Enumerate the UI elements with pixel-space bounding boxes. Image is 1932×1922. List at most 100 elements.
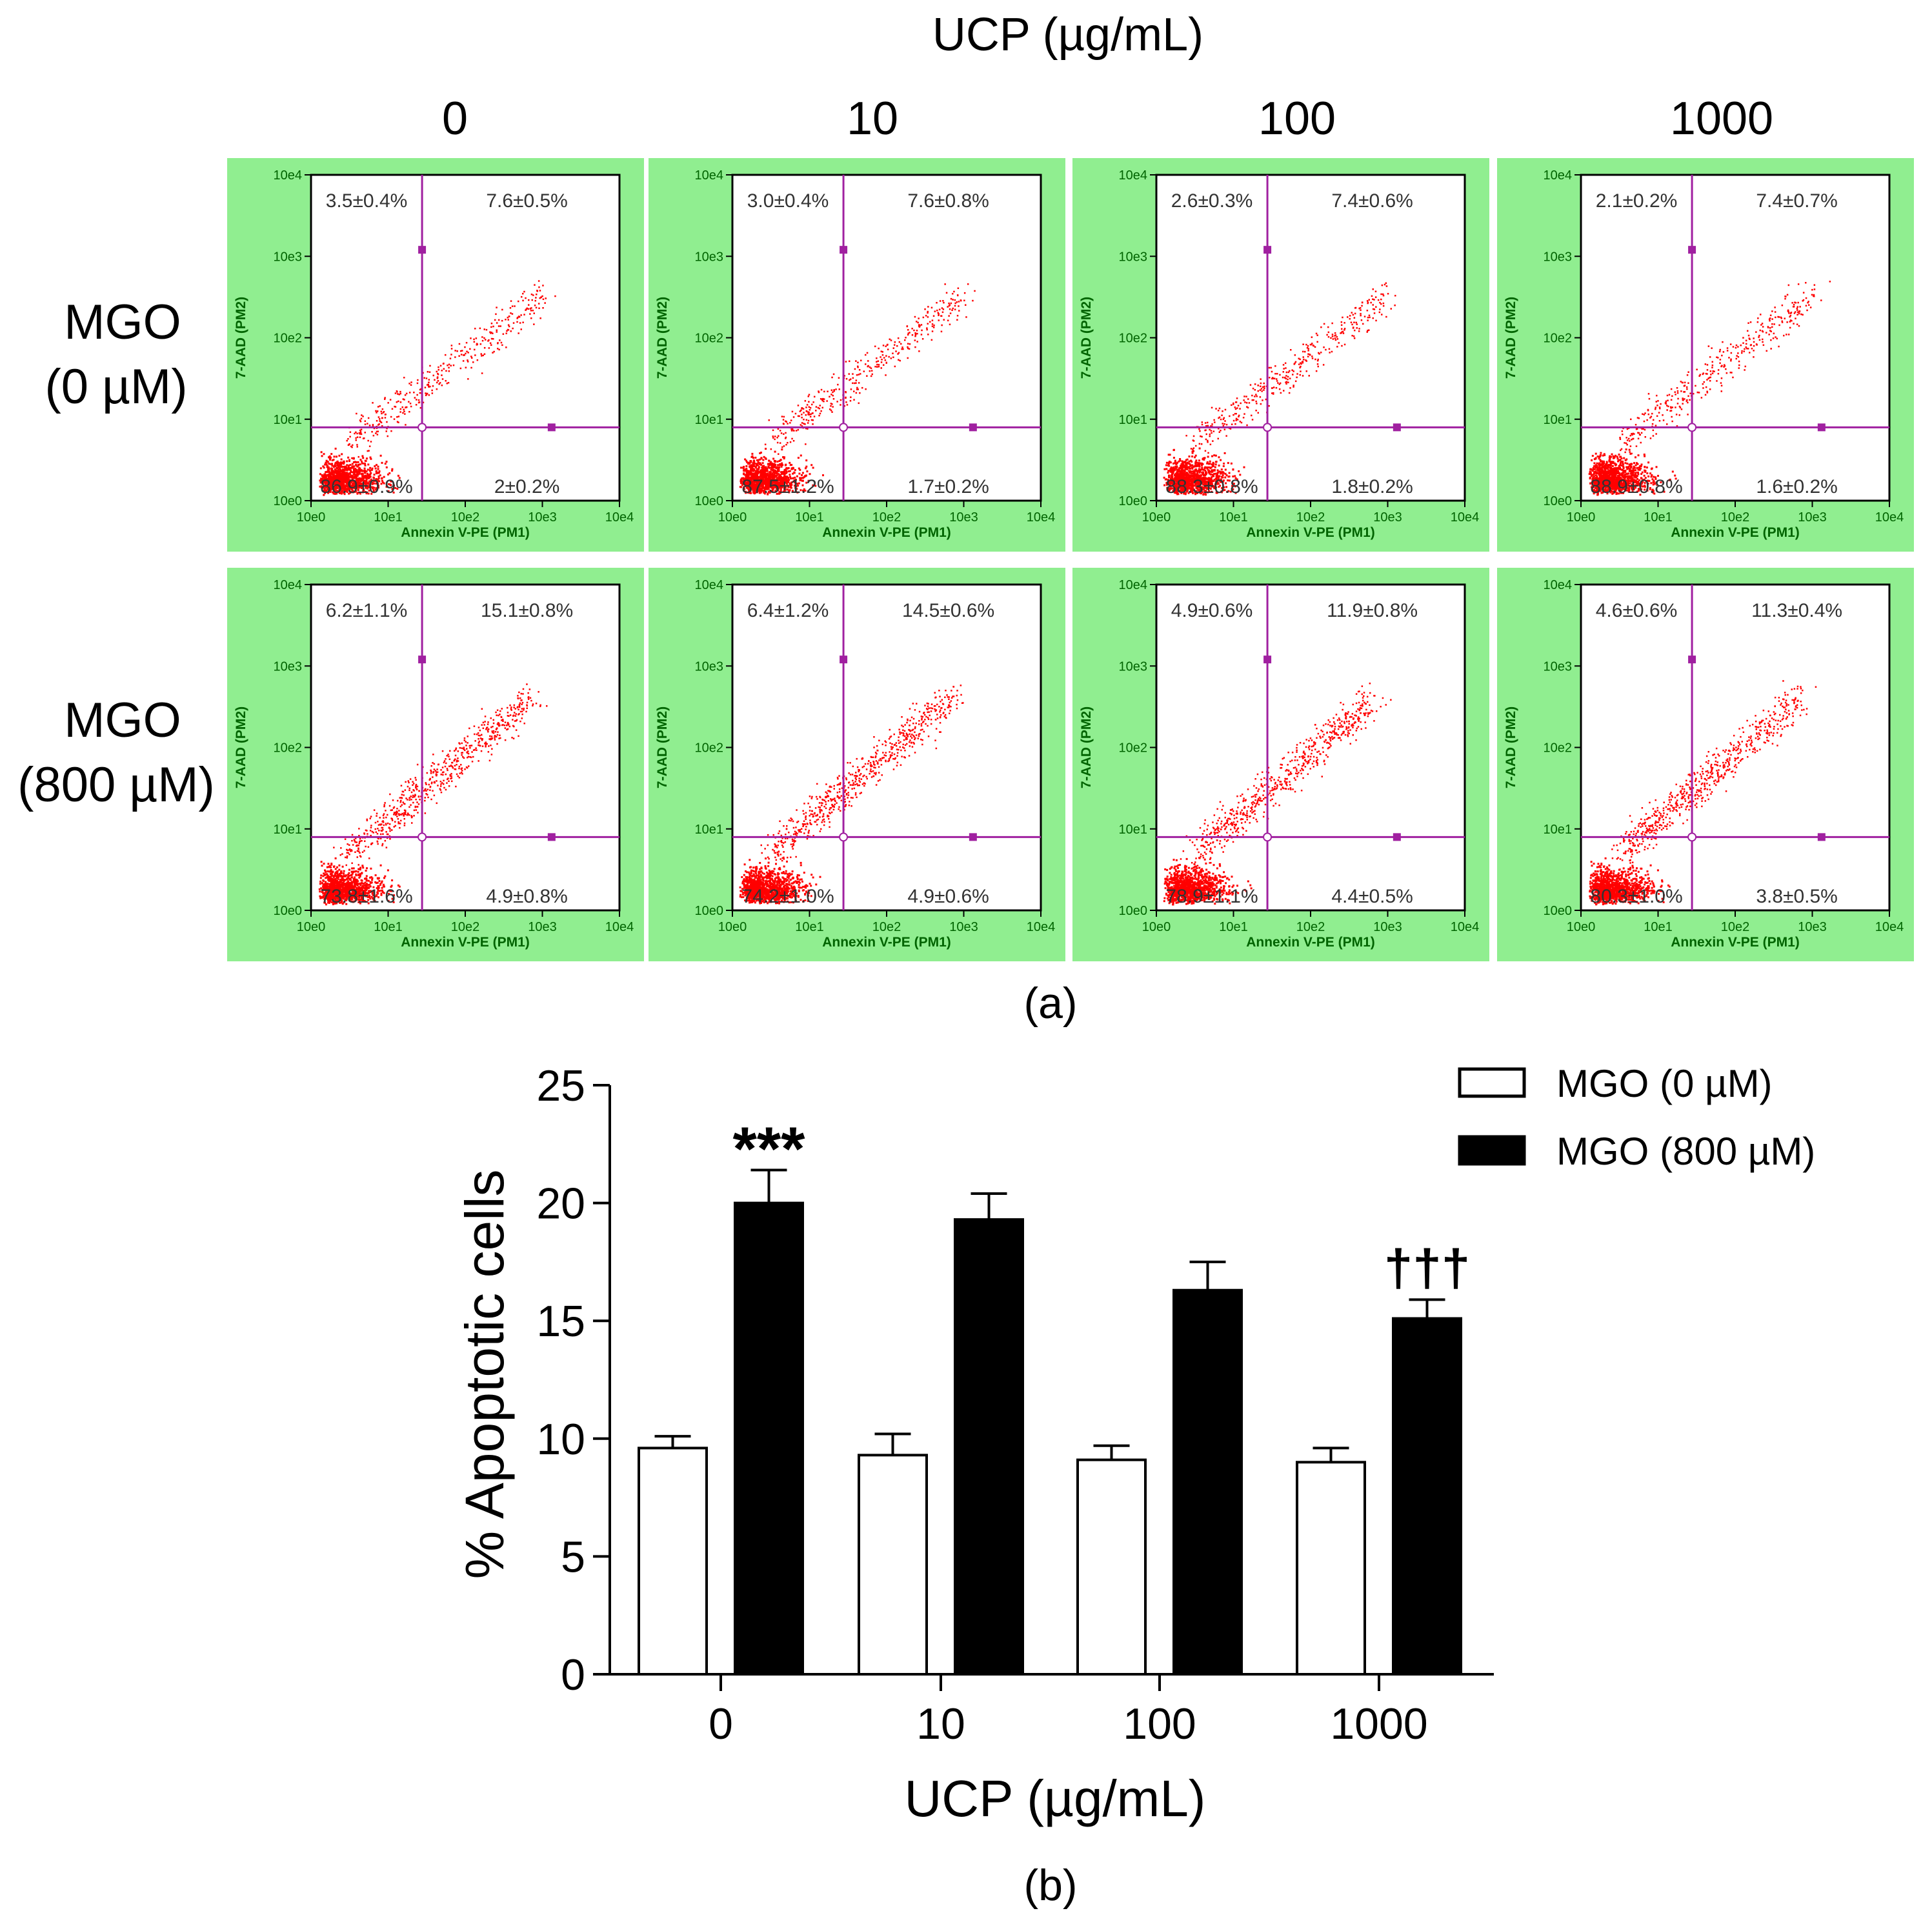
- flow-dot: [858, 374, 860, 375]
- flow-dot: [927, 316, 929, 318]
- flow-dot: [416, 394, 418, 396]
- flow-dot: [743, 473, 745, 475]
- flow-dot: [898, 359, 900, 361]
- flow-dot: [918, 324, 920, 326]
- flow-dot: [845, 401, 847, 403]
- flow-dot: [399, 408, 402, 410]
- flow-dot: [1382, 305, 1385, 307]
- y-tick-label: 10e1: [274, 413, 303, 427]
- flow-dot: [1317, 358, 1319, 361]
- flow-dot: [763, 466, 766, 469]
- flow-dot: [481, 372, 483, 374]
- y-tick-label: 10e1: [695, 413, 724, 427]
- flow-dot: [1314, 346, 1316, 348]
- flow-dot: [855, 392, 858, 394]
- flow-dot: [798, 415, 800, 417]
- flow-dot: [364, 491, 367, 493]
- flow-dot: [795, 430, 798, 432]
- flow-dot: [348, 443, 350, 446]
- flow-dot: [460, 354, 463, 355]
- flow-dot: [1372, 304, 1374, 306]
- flow-dot: [1203, 457, 1206, 459]
- flow-dot: [1207, 439, 1209, 442]
- flow-dot: [1217, 437, 1219, 440]
- flow-dot: [361, 455, 364, 457]
- flow-dot: [331, 475, 334, 478]
- flow-dot: [1262, 399, 1263, 401]
- flow-dot: [348, 473, 350, 475]
- flow-dot: [342, 481, 345, 484]
- flow-dot: [773, 459, 776, 462]
- flow-dot: [489, 342, 492, 345]
- flow-dot: [336, 490, 338, 492]
- flow-dot: [1302, 356, 1304, 358]
- flow-dot: [809, 406, 812, 409]
- flow-dot: [808, 401, 810, 403]
- x-tick-label: 10e4: [1451, 510, 1480, 525]
- flow-dot: [512, 327, 514, 330]
- flow-dot: [1285, 383, 1287, 385]
- flow-dot: [781, 462, 783, 465]
- flow-dot: [1218, 465, 1220, 467]
- flow-dot: [1332, 338, 1334, 340]
- flow-dot: [428, 371, 431, 373]
- flow-dot: [884, 359, 887, 361]
- flow-dot: [774, 438, 776, 441]
- flow-dot: [1171, 472, 1174, 475]
- flow-dot: [1282, 371, 1284, 373]
- x-tick-label: 10e2: [1296, 510, 1325, 525]
- flow-dot: [514, 305, 516, 307]
- flow-dot: [831, 376, 833, 379]
- flow-dot: [830, 409, 832, 412]
- flow-dot: [1251, 419, 1254, 421]
- flow-dot: [376, 420, 378, 422]
- flow-dot: [832, 394, 834, 397]
- flow-dot: [1360, 309, 1362, 311]
- flow-dot: [450, 354, 452, 355]
- flow-dot: [931, 339, 933, 341]
- flow-dot: [785, 432, 787, 434]
- flow-dot: [807, 419, 810, 422]
- flow-dot: [1299, 374, 1301, 376]
- flow-dot: [330, 479, 332, 482]
- flow-dot: [1224, 420, 1226, 422]
- y-tick-label: 10e3: [274, 250, 303, 264]
- flow-dot: [348, 479, 351, 482]
- flow-dot: [821, 406, 823, 409]
- flow-dot: [892, 352, 894, 354]
- flow-dot: [870, 370, 873, 372]
- flow-dot: [350, 469, 352, 472]
- x-tick-label: 10e2: [872, 510, 901, 525]
- flow-dot: [781, 415, 783, 417]
- flow-dot: [1306, 346, 1309, 349]
- flow-dot: [542, 285, 544, 286]
- flow-dot: [384, 463, 387, 465]
- y-tick-label: 10e1: [1544, 413, 1573, 427]
- flow-dot: [376, 481, 379, 484]
- column-header-100: 100: [1258, 93, 1336, 145]
- flow-dot: [1268, 366, 1271, 369]
- flow-dot: [1177, 474, 1180, 476]
- flow-dot: [332, 492, 335, 495]
- flow-dot: [1256, 395, 1258, 397]
- flow-dot: [471, 357, 473, 359]
- flow-dot: [347, 466, 350, 468]
- flow-dot: [885, 345, 887, 347]
- flow-dot: [359, 459, 362, 461]
- flow-dot: [367, 468, 369, 471]
- flow-dot: [1302, 362, 1304, 364]
- flow-dot: [761, 462, 764, 465]
- flow-dot: [366, 457, 368, 460]
- flow-dot: [320, 485, 323, 488]
- flow-dot: [397, 393, 399, 395]
- flow-dot: [1367, 316, 1369, 319]
- flow-dot: [791, 410, 794, 413]
- flow-dot: [1311, 336, 1313, 338]
- flow-dot: [445, 380, 447, 382]
- y-tick-label: 10e3: [1544, 250, 1573, 264]
- flow-dot: [490, 344, 492, 346]
- flow-dot: [432, 374, 434, 377]
- flow-dot: [1379, 308, 1381, 310]
- flow-dot: [965, 304, 967, 306]
